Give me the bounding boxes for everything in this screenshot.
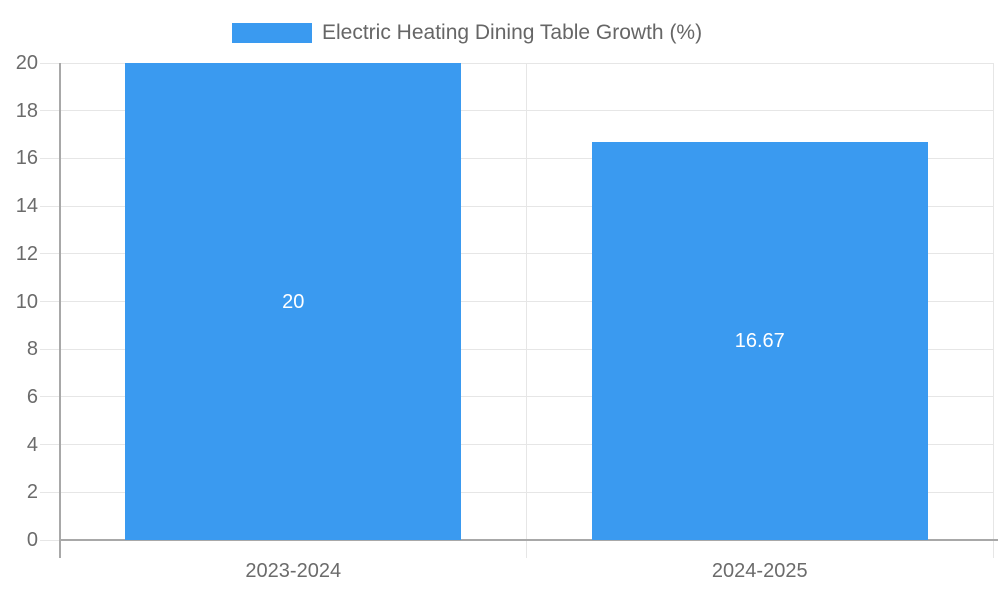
y-tick-16 [40, 157, 60, 159]
y-tick-8 [40, 348, 60, 350]
y-tick-label-4: 4 [26, 433, 38, 456]
bar-2024-2025[interactable] [591, 142, 928, 540]
x-axis-line [60, 539, 998, 541]
y-tick-label-14: 14 [15, 195, 38, 218]
bar-value-label-2023-2024: 20 [282, 290, 305, 313]
y-tick-6 [40, 396, 60, 398]
legend-label: Electric Heating Dining Table Growth (%) [322, 21, 703, 44]
y-tick-label-10: 10 [15, 290, 38, 313]
y-tick-2 [40, 491, 60, 493]
bar-value-label-2024-2025: 16.67 [734, 330, 785, 353]
x-separator-2 [992, 63, 994, 558]
y-tick-14 [40, 205, 60, 207]
y-tick-label-0: 0 [26, 529, 38, 551]
y-tick-label-16: 16 [15, 147, 38, 170]
y-tick-18 [40, 110, 60, 112]
x-axis-label-2024-2025: 2024-2025 [711, 560, 808, 582]
y-tick-label-18: 18 [15, 99, 38, 122]
bar-2023-2024[interactable] [125, 63, 462, 540]
x-axis-label-2023-2024: 2023-2024 [245, 560, 342, 582]
y-tick-0 [40, 539, 60, 541]
y-axis-line [59, 63, 61, 558]
y-tick-12 [40, 253, 60, 255]
legend-swatch[interactable] [232, 23, 312, 43]
legend[interactable]: Electric Heating Dining Table Growth (%) [232, 20, 702, 46]
y-tick-10 [40, 301, 60, 302]
y-tick-4 [40, 444, 60, 446]
y-tick-20 [40, 62, 60, 64]
y-tick-label-6: 6 [26, 385, 38, 408]
x-separator-1 [526, 63, 527, 558]
y-tick-label-2: 2 [26, 481, 38, 504]
y-tick-label-12: 12 [15, 242, 38, 265]
y-tick-label-8: 8 [26, 338, 38, 361]
y-tick-label-20: 20 [15, 52, 38, 74]
